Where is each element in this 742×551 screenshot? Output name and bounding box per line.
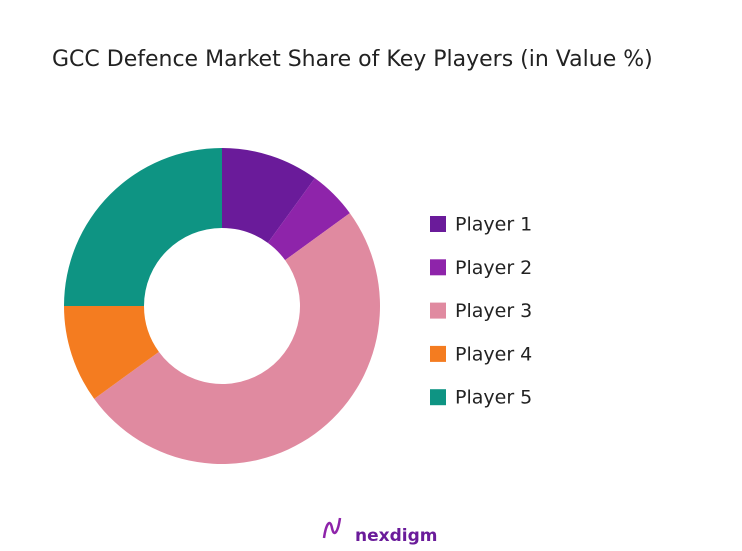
legend-swatch <box>430 259 446 276</box>
legend-label: Player 5 <box>455 387 532 409</box>
donut-slice <box>222 148 315 243</box>
donut-slice <box>94 213 381 465</box>
logo-icon <box>322 517 342 539</box>
legend-swatch <box>430 389 446 406</box>
legend-label: Player 4 <box>455 343 532 365</box>
legend-swatch <box>430 216 446 232</box>
legend-label: Player 2 <box>455 257 532 279</box>
donut-slice <box>64 148 222 306</box>
donut-slice <box>267 178 350 261</box>
legend-swatch <box>430 345 446 362</box>
donut-slice <box>64 306 159 399</box>
legend-label: Player 1 <box>455 214 532 236</box>
legend-swatch <box>430 302 446 319</box>
legend-label: Player 3 <box>455 300 532 322</box>
logo-text: nexdigm <box>355 526 437 546</box>
chart-title: GCC Defence Market Share of Key Players … <box>52 47 653 72</box>
